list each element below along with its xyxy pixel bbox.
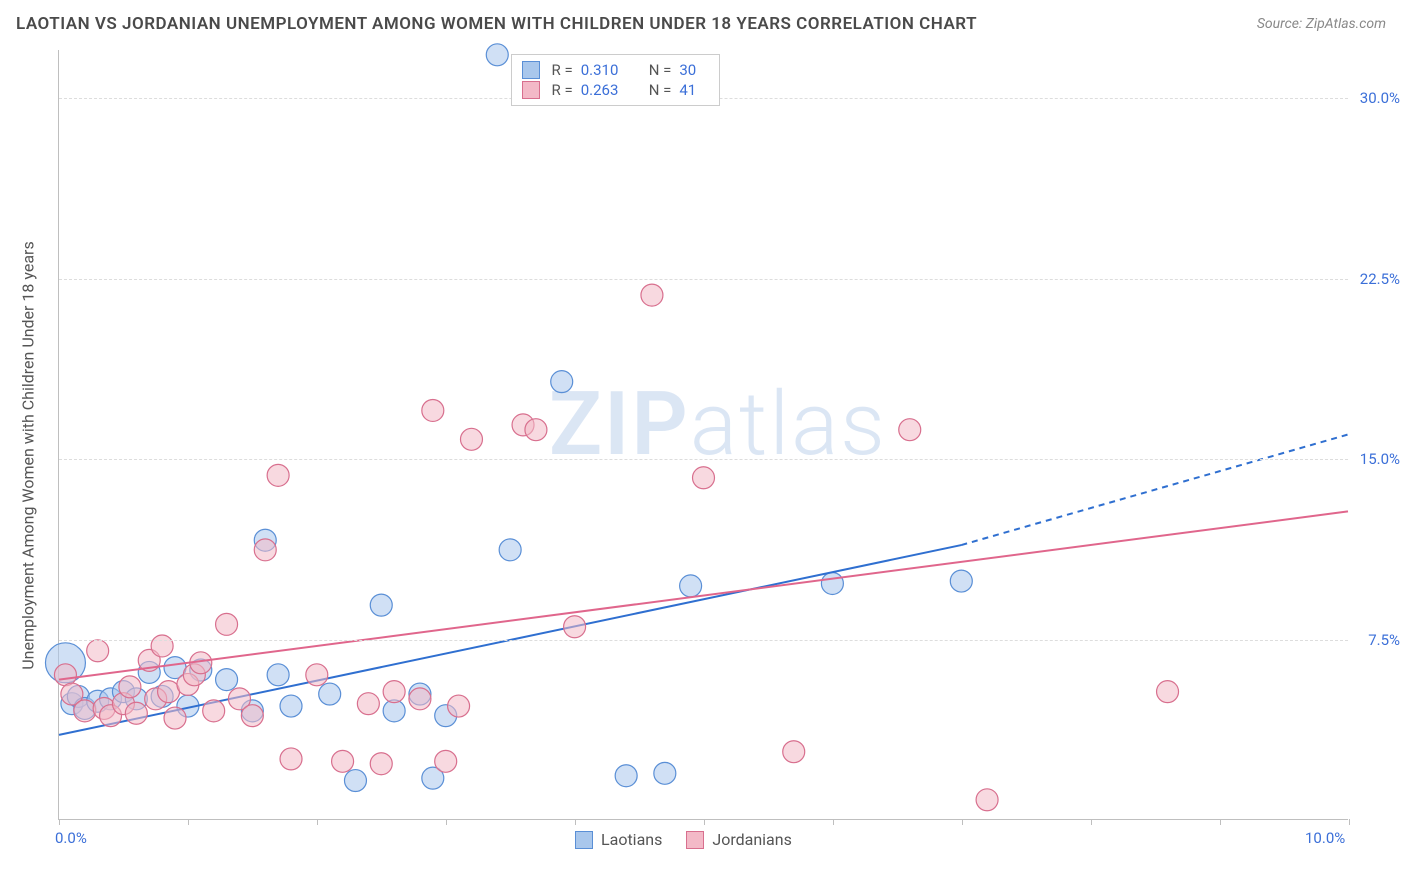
data-point [654, 762, 676, 784]
legend-row: R = 0.263 N = 41 [522, 81, 710, 99]
legend-swatch [522, 81, 540, 99]
data-point [151, 635, 173, 657]
data-point [641, 284, 663, 306]
data-point [74, 700, 96, 722]
data-point [435, 750, 457, 772]
n-label: N = [649, 81, 672, 99]
legend-swatch [575, 831, 593, 849]
legend-swatch [686, 831, 704, 849]
data-point [267, 664, 289, 686]
x-tick-mark [575, 819, 576, 825]
trend-line-extrapolated [961, 435, 1348, 546]
data-point [564, 616, 586, 638]
y-tick-label: 30.0% [1360, 89, 1400, 107]
legend-item: Laotians [575, 830, 662, 849]
data-point [448, 695, 470, 717]
data-point [357, 693, 379, 715]
n-value: 30 [679, 61, 709, 79]
data-point [460, 428, 482, 450]
x-tick-mark [1091, 819, 1092, 825]
x-tick-mark [188, 819, 189, 825]
data-point [241, 705, 263, 727]
data-point [821, 573, 843, 595]
r-label: R = [552, 81, 573, 99]
x-tick-mark [59, 819, 60, 825]
r-value: 0.310 [581, 61, 631, 79]
data-point [158, 681, 180, 703]
data-point [267, 464, 289, 486]
legend-row: R = 0.310 N = 30 [522, 61, 710, 79]
data-point [422, 399, 444, 421]
data-point [370, 594, 392, 616]
data-point [332, 750, 354, 772]
data-point [319, 683, 341, 705]
legend-label: Jordanians [712, 830, 791, 849]
data-point [254, 539, 276, 561]
data-point [499, 539, 521, 561]
data-point [551, 371, 573, 393]
plot-area: ZIPatlas 7.5%15.0%22.5%30.0%0.0%10.0%R =… [58, 50, 1348, 820]
data-point [54, 664, 76, 686]
data-point [693, 467, 715, 489]
data-point [950, 570, 972, 592]
trend-line [59, 511, 1348, 679]
gridline [59, 459, 1348, 460]
data-point [976, 789, 998, 811]
data-point [409, 688, 431, 710]
data-point [383, 681, 405, 703]
source-credit: Source: ZipAtlas.com [1257, 16, 1386, 32]
r-value: 0.263 [581, 81, 631, 99]
n-label: N = [649, 61, 672, 79]
y-tick-label: 22.5% [1360, 270, 1400, 288]
chart-title: LAOTIAN VS JORDANIAN UNEMPLOYMENT AMONG … [16, 14, 977, 34]
x-tick-mark [833, 819, 834, 825]
data-point [216, 613, 238, 635]
data-point [216, 669, 238, 691]
y-tick-label: 15.0% [1360, 450, 1400, 468]
x-tick-mark [317, 819, 318, 825]
y-axis-label: Unemployment Among Women with Children U… [19, 156, 38, 756]
legend-item: Jordanians [686, 830, 791, 849]
gridline [59, 640, 1348, 641]
data-point [164, 707, 186, 729]
gridline [59, 279, 1348, 280]
x-tick-label: 0.0% [55, 829, 87, 847]
x-tick-mark [704, 819, 705, 825]
series-legend: Laotians Jordanians [575, 830, 792, 849]
correlation-legend: R = 0.310 N = 30 R = 0.263 N = 41 [511, 54, 721, 106]
chart-svg [59, 50, 1348, 819]
data-point [306, 664, 328, 686]
x-tick-label: 10.0% [1305, 829, 1345, 847]
legend-swatch [522, 61, 540, 79]
x-tick-mark [446, 819, 447, 825]
data-point [344, 770, 366, 792]
data-point [125, 702, 147, 724]
legend-label: Laotians [601, 830, 662, 849]
r-label: R = [552, 61, 573, 79]
data-point [203, 700, 225, 722]
data-point [486, 44, 508, 66]
data-point [525, 419, 547, 441]
data-point [680, 575, 702, 597]
n-value: 41 [679, 81, 709, 99]
data-point [280, 748, 302, 770]
data-point [1157, 681, 1179, 703]
y-tick-label: 7.5% [1368, 631, 1400, 649]
data-point [119, 676, 141, 698]
x-tick-mark [1349, 819, 1350, 825]
data-point [899, 419, 921, 441]
data-point [783, 741, 805, 763]
data-point [615, 765, 637, 787]
data-point [280, 695, 302, 717]
data-point [370, 753, 392, 775]
x-tick-mark [962, 819, 963, 825]
data-point [87, 640, 109, 662]
x-tick-mark [1220, 819, 1221, 825]
